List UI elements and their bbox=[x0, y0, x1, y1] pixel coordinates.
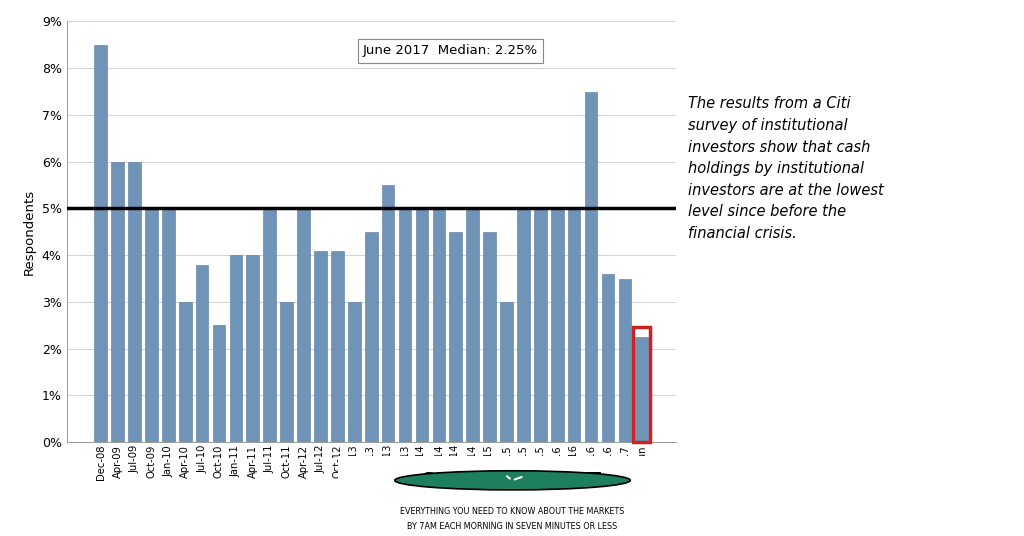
Bar bbox=[247, 255, 259, 442]
Bar bbox=[263, 209, 276, 442]
Bar bbox=[432, 209, 445, 442]
Text: June 2017  Median: 2.25%: June 2017 Median: 2.25% bbox=[362, 44, 538, 57]
Bar bbox=[382, 185, 394, 442]
Text: BY 7AM EACH MORNING IN SEVEN MINUTES OR LESS: BY 7AM EACH MORNING IN SEVEN MINUTES OR … bbox=[407, 522, 617, 531]
Bar bbox=[466, 209, 479, 442]
Bar bbox=[94, 45, 106, 442]
Text: The results from a Citi
survey of institutional
investors show that cash
holding: The results from a Citi survey of instit… bbox=[688, 96, 884, 241]
Bar bbox=[196, 265, 209, 442]
Bar bbox=[297, 209, 310, 442]
Bar bbox=[338, 456, 686, 533]
Bar bbox=[213, 325, 225, 442]
Bar bbox=[618, 279, 631, 442]
Text: EVERYTHING YOU NEED TO KNOW ABOUT THE MARKETS: EVERYTHING YOU NEED TO KNOW ABOUT THE MA… bbox=[399, 507, 625, 516]
Bar bbox=[450, 232, 462, 442]
Bar bbox=[365, 232, 378, 442]
Bar bbox=[602, 274, 614, 442]
Bar bbox=[281, 302, 293, 442]
Bar bbox=[517, 209, 529, 442]
Bar bbox=[145, 209, 158, 442]
Bar bbox=[416, 209, 428, 442]
Bar bbox=[348, 302, 360, 442]
Bar bbox=[128, 162, 140, 442]
Bar bbox=[585, 92, 597, 442]
Bar bbox=[500, 302, 513, 442]
Bar bbox=[331, 250, 344, 442]
Text: SEVENS REPORT: SEVENS REPORT bbox=[423, 471, 601, 490]
Bar bbox=[314, 250, 327, 442]
Bar bbox=[534, 209, 547, 442]
Bar bbox=[634, 327, 650, 442]
Bar bbox=[229, 255, 243, 442]
Bar bbox=[483, 232, 496, 442]
Bar bbox=[551, 209, 563, 442]
Y-axis label: Respondents: Respondents bbox=[24, 189, 36, 275]
Bar bbox=[179, 302, 191, 442]
Bar bbox=[162, 209, 174, 442]
Bar bbox=[398, 209, 412, 442]
Bar bbox=[636, 337, 648, 442]
Bar bbox=[112, 162, 124, 442]
Circle shape bbox=[394, 471, 630, 490]
Bar bbox=[568, 209, 581, 442]
